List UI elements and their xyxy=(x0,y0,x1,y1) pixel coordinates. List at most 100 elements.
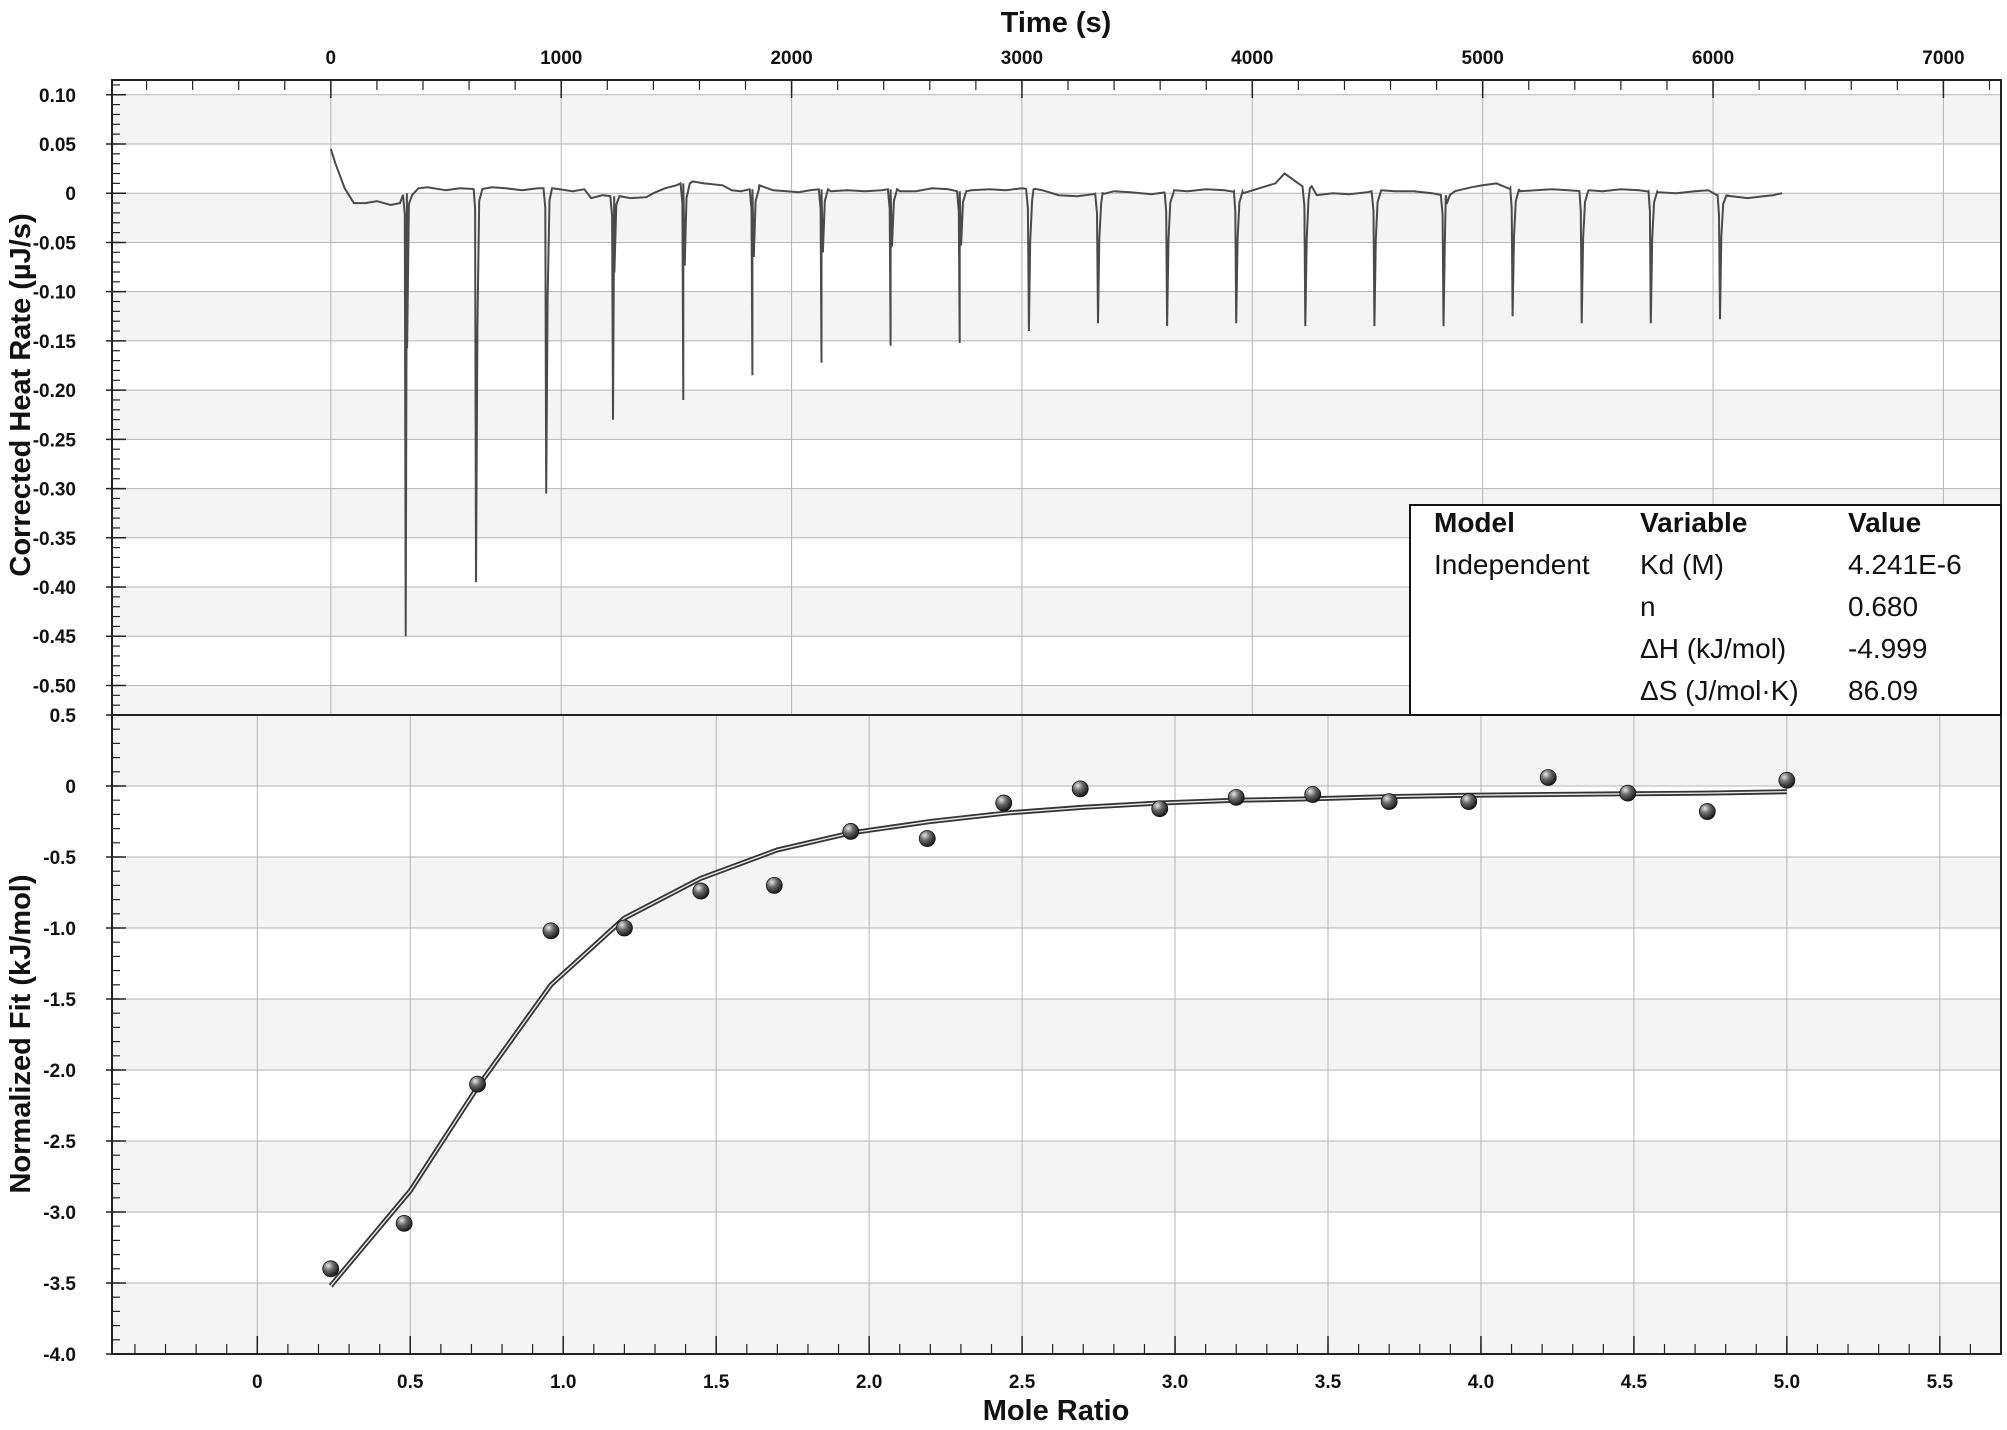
header-variable: Variable xyxy=(1640,507,1747,538)
background-band xyxy=(112,999,2001,1070)
x-tick-label: 0 xyxy=(326,48,337,69)
x-tick-label: 7000 xyxy=(1922,48,1964,69)
x-tick-label: 2.5 xyxy=(1009,1372,1036,1393)
y-tick-label: -0.35 xyxy=(33,529,77,550)
y-tick-label: -0.5 xyxy=(43,848,76,869)
x-tick-label: 4.5 xyxy=(1621,1372,1648,1393)
x-tick-label: 4.0 xyxy=(1468,1372,1494,1393)
variable-kd: Kd (M) xyxy=(1640,549,1724,580)
data-point xyxy=(1698,803,1716,820)
background-band xyxy=(112,1070,2001,1141)
y-tick-label: -0.40 xyxy=(33,578,76,599)
x-tick-label: 5.0 xyxy=(1774,1372,1800,1393)
data-point xyxy=(1227,788,1245,806)
x-tick-label: 1000 xyxy=(540,48,582,69)
variable-n: n xyxy=(1640,591,1656,622)
variable-delta-h: ΔH (kJ/mol) xyxy=(1640,633,1786,664)
data-point xyxy=(1304,786,1322,803)
x-tick-label: 0 xyxy=(252,1372,263,1393)
y-tick-label: 0 xyxy=(65,184,76,205)
background-band xyxy=(112,340,2001,391)
x-tick-label: 3.5 xyxy=(1315,1372,1342,1393)
x-tick-label: 1.5 xyxy=(703,1372,730,1393)
data-point xyxy=(918,830,936,847)
binding-isotherm-panel: 0.50-0.5-1.0-1.5-2.0-2.5-3.0-3.5-4.0 0 0.… xyxy=(5,706,2002,1427)
background-band xyxy=(112,928,2001,999)
y-tick-label: -0.05 xyxy=(33,233,77,254)
isotherm-frame xyxy=(111,714,2002,1355)
background-band xyxy=(112,80,2001,95)
background-band xyxy=(112,1141,2001,1212)
time-axis-title: Time (s) xyxy=(1001,7,1112,39)
isotherm-gridlines xyxy=(112,714,2001,1355)
y-tick-label: -3.5 xyxy=(43,1274,76,1295)
header-model: Model xyxy=(1434,507,1515,538)
y-tick-label: -0.25 xyxy=(33,430,77,451)
background-band xyxy=(112,390,2001,440)
x-tick-label: 5.5 xyxy=(1927,1372,1954,1393)
y-tick-label: -2.0 xyxy=(43,1061,76,1082)
data-point xyxy=(995,794,1013,812)
integrated-heat-points xyxy=(322,769,1796,1278)
data-point xyxy=(842,823,860,840)
x-tick-label: 2.0 xyxy=(856,1372,882,1393)
data-point xyxy=(469,1075,486,1093)
data-point xyxy=(1778,771,1796,789)
value-delta-h: -4.999 xyxy=(1848,633,1927,664)
model-name: Independent xyxy=(1434,549,1590,580)
isotherm-background-bands xyxy=(112,715,2001,1354)
background-band xyxy=(112,786,2001,857)
background-band xyxy=(112,193,2001,243)
fit-curve xyxy=(330,791,1787,1287)
data-point xyxy=(765,877,783,894)
data-point xyxy=(1619,784,1637,802)
x-tick-label: 0.5 xyxy=(397,1372,424,1393)
thermogram-y-axis: 0.10 0.05 0 -0.05 -0.10 -0.15 -0.20 -0.25 -0.30 -… xyxy=(33,84,126,716)
y-tick-label: -0.15 xyxy=(33,332,77,353)
normalized-fit-axis-title: Normalized Fit (kJ/mol) xyxy=(5,874,37,1193)
value-delta-s: 86.09 xyxy=(1848,675,1918,706)
y-tick-label: 0.5 xyxy=(50,706,77,727)
x-tick-label: 4000 xyxy=(1231,48,1273,69)
y-tick-label: 0 xyxy=(65,777,76,798)
value-n: 0.680 xyxy=(1848,591,1918,622)
data-point xyxy=(1539,769,1557,786)
x-tick-label: 1.0 xyxy=(550,1372,576,1393)
heat-rate-axis-title: Corrected Heat Rate (µJ/s) xyxy=(5,213,37,576)
value-kd: 4.241E-6 xyxy=(1848,549,1962,580)
background-band xyxy=(112,242,2001,292)
background-band xyxy=(112,715,2001,786)
background-band xyxy=(112,143,2001,194)
y-tick-label: -3.0 xyxy=(43,1203,76,1224)
data-point xyxy=(1460,793,1478,811)
x-tick-label: 3.0 xyxy=(1162,1372,1188,1393)
background-band xyxy=(112,94,2001,144)
data-point xyxy=(692,882,710,900)
y-tick-label: 0.10 xyxy=(39,86,76,107)
data-point xyxy=(1071,780,1089,798)
x-tick-label: 5000 xyxy=(1462,48,1504,69)
y-tick-label: -2.5 xyxy=(43,1132,76,1153)
data-point xyxy=(395,1214,413,1232)
y-tick-label: -0.10 xyxy=(33,283,76,304)
data-point xyxy=(616,919,633,937)
isotherm-y-axis: 0.5 0 -0.5 -1.0 -1.5 -2.0 -2.5 -3.0 -3.5 -4.0 xyxy=(43,706,126,1366)
y-tick-label: -0.50 xyxy=(33,676,76,697)
data-point xyxy=(542,922,560,940)
background-band xyxy=(112,291,2001,341)
y-tick-label: -0.20 xyxy=(33,381,76,402)
x-tick-label: 6000 xyxy=(1692,48,1734,69)
results-table-box xyxy=(1409,504,2002,716)
background-band xyxy=(112,1283,2001,1354)
y-tick-label: -0.45 xyxy=(33,627,77,648)
fit-results-table: Model Variable Value Independent Kd (M) … xyxy=(1409,504,2002,716)
thermogram-trace xyxy=(329,148,1783,637)
mole-ratio-axis: 0 0.5 1.0 1.5 2.0 2.5 3.0 3.5 4.0 4.5 5.0 5.5 xyxy=(134,1336,2002,1393)
header-value: Value xyxy=(1848,507,1921,538)
data-point xyxy=(1151,800,1169,818)
x-tick-label: 3000 xyxy=(1001,48,1043,69)
thermogram-time-axis: 0 1000 2000 3000 4000 5000 6000 7000 xyxy=(145,48,1991,98)
background-band xyxy=(112,439,2001,489)
background-band xyxy=(112,1212,2001,1283)
